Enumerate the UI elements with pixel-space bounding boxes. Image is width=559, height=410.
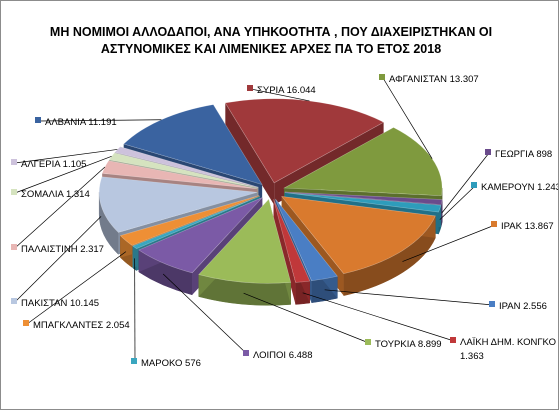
leader-line-ιραν: [324, 289, 494, 306]
slice-label-text: ΙΡΑΝ 2.556: [499, 301, 547, 312]
slice-top: [138, 197, 263, 274]
slice-label-text: ΠΑΛΑΙΣΤΙΝΗ 2.317: [21, 244, 104, 255]
leader-line-μπαγκλαντες: [26, 251, 127, 325]
slice-label-πακισταν: ΠΑΚΙΣΤΑΝ 10.145: [11, 298, 99, 309]
slice-top: [98, 176, 258, 233]
slice-label-text: ΙΡΑΚ 13.867: [501, 221, 554, 232]
leader-line-αφγανισταν: [382, 77, 433, 159]
leader-line-παλαιστινη: [14, 166, 106, 249]
label-color-key: [243, 350, 249, 356]
leader-lines: [14, 77, 496, 363]
label-color-key: [450, 337, 456, 343]
slice-top: [273, 199, 311, 283]
leader-line-λοιποι: [162, 273, 248, 355]
slice-label-text: ΛΟΙΠΟΙ 6.488: [253, 350, 312, 361]
slice-label-αφγανισταν: ΑΦΓΑΝΙΣΤΑΝ 13.307: [379, 74, 479, 85]
slice-label-text: ΣΟΜΑΛΙΑ 1.314: [21, 189, 90, 200]
label-color-key: [247, 85, 253, 91]
slice-label-text: ΣΥΡΙΑ 16.044: [257, 85, 316, 96]
leader-line-πακισταν: [14, 216, 102, 303]
label-color-key: [11, 159, 17, 165]
slice-label-text: ΚΑΜΕΡΟΥΝ 1.243: [481, 182, 558, 193]
leader-line-καμερουν: [439, 185, 476, 220]
slice-label-παλαιστινη: ΠΑΛΑΙΣΤΙΝΗ 2.317: [11, 244, 104, 255]
slice-label-text: ΑΛΒΑΝΙΑ 11.191: [45, 117, 117, 128]
slice-label-text: ΜΑΡΟΚΟ 576: [141, 358, 201, 369]
leader-line-λαικη-δημ-κονγκο: [302, 292, 455, 342]
slice-label-text: ΓΕΩΡΓΙΑ 898: [495, 149, 552, 160]
slice-label-λοιποι: ΛΟΙΠΟΙ 6.488: [243, 350, 312, 361]
label-color-key: [35, 117, 41, 123]
slice-label-λαικη-δημ-κονγκο: ΛΑΪΚΗ ΔΗΜ. ΚΟΝΓΚΟ 1.363: [450, 337, 556, 362]
slice-top: [119, 195, 260, 246]
slice-top: [275, 198, 338, 282]
slice-label-σομαλια: ΣΟΜΑΛΙΑ 1.314: [11, 189, 90, 200]
slice-label-αλγερια: ΑΛΓΕΡΙΑ 1.105: [11, 159, 86, 170]
label-color-key: [23, 320, 29, 326]
slice-label-text: ΛΑΪΚΗ ΔΗΜ. ΚΟΝΓΚΟ: [460, 337, 556, 348]
label-color-key: [11, 244, 17, 250]
pie-slices: [98, 98, 443, 306]
label-color-key: [11, 189, 17, 195]
label-color-key: [379, 74, 385, 80]
slice-label-text: ΜΠΑΓΚΛΑΝΤΕΣ 2.054: [33, 320, 130, 331]
slice-top: [101, 160, 258, 190]
chart-title: ΜΗ ΝΟΜΙΜΟΙ ΑΛΛΟΔΑΠΟΙ, ΑΝΑ ΥΠΗΚΟΟΤΗΤΑ , Π…: [50, 25, 492, 56]
slice-cut-face: [225, 102, 275, 205]
leader-line-αλβανια: [38, 119, 162, 122]
leader-line-συρια: [250, 88, 310, 102]
label-color-key: [489, 301, 495, 307]
slice-label-συρια: ΣΥΡΙΑ 16.044: [247, 85, 316, 96]
slice-top: [284, 191, 443, 205]
leader-line-σομαλια: [14, 155, 112, 194]
slice-top: [284, 192, 442, 213]
leader-line-ιρακ: [402, 224, 496, 262]
slice-label-ιραν: ΙΡΑΝ 2.556: [489, 301, 547, 312]
label-color-key: [365, 339, 371, 345]
slice-label-μπαγκλαντες: ΜΠΑΓΚΛΑΝΤΕΣ 2.054: [23, 320, 130, 331]
slice-label-τουρκια: ΤΟΥΡΚΙΑ 8.899: [365, 339, 442, 350]
slice-label-text: ΤΟΥΡΚΙΑ 8.899: [375, 339, 442, 350]
slice-labels: ΣΥΡΙΑ 16.044 ΑΦΓΑΝΙΣΤΑΝ 13.307 ΓΕΩΡΓΙΑ 898…: [11, 74, 558, 369]
label-color-key: [471, 182, 477, 188]
chart-title-line: ΑΣΤΥΝΟΜΙΚΕΣ ΚΑΙ ΛΙΜΕΝΙΚΕΣ ΑΡΧΕΣ ΠΑ ΤΟ ΕΤ…: [101, 42, 441, 56]
slice-top: [281, 196, 436, 275]
slice-top: [132, 195, 261, 249]
label-color-key: [491, 221, 497, 227]
pie-slice-λαικη-δημ-κονγκο: [273, 199, 311, 305]
leader-line-γεωργια: [441, 152, 490, 214]
leader-line-αλγερια: [14, 149, 118, 164]
slice-label-μαροκο: ΜΑΡΟΚΟ 576: [131, 358, 201, 369]
slice-label-αλβανια: ΑΛΒΑΝΙΑ 11.191: [35, 117, 117, 128]
slice-label-text: ΑΦΓΑΝΙΣΤΑΝ 13.307: [389, 74, 479, 85]
slice-label-ιρακ: ΙΡΑΚ 13.867: [491, 221, 554, 232]
slice-top: [198, 198, 292, 284]
leader-line-τουρκια: [243, 292, 370, 344]
slice-label-γεωργια: ΓΕΩΡΓΙΑ 898: [485, 149, 552, 160]
slice-label-καμερουν: ΚΑΜΕΡΟΥΝ 1.243: [471, 182, 558, 193]
slice-label-text: ΠΑΚΙΣΤΑΝ 10.145: [21, 298, 99, 309]
pie-slice-τουρκια: [198, 198, 292, 306]
label-color-key: [11, 298, 17, 304]
label-color-key: [485, 149, 491, 155]
slice-label-text: ΑΛΓΕΡΙΑ 1.105: [21, 159, 86, 170]
slice-label-text: 1.363: [460, 351, 484, 362]
chart-title-line: ΜΗ ΝΟΜΙΜΟΙ ΑΛΛΟΔΑΠΟΙ, ΑΝΑ ΥΠΗΚΟΟΤΗΤΑ , Π…: [50, 25, 492, 39]
slice-cut-face: [273, 199, 296, 305]
label-color-key: [131, 358, 137, 364]
slice-top: [123, 104, 263, 186]
